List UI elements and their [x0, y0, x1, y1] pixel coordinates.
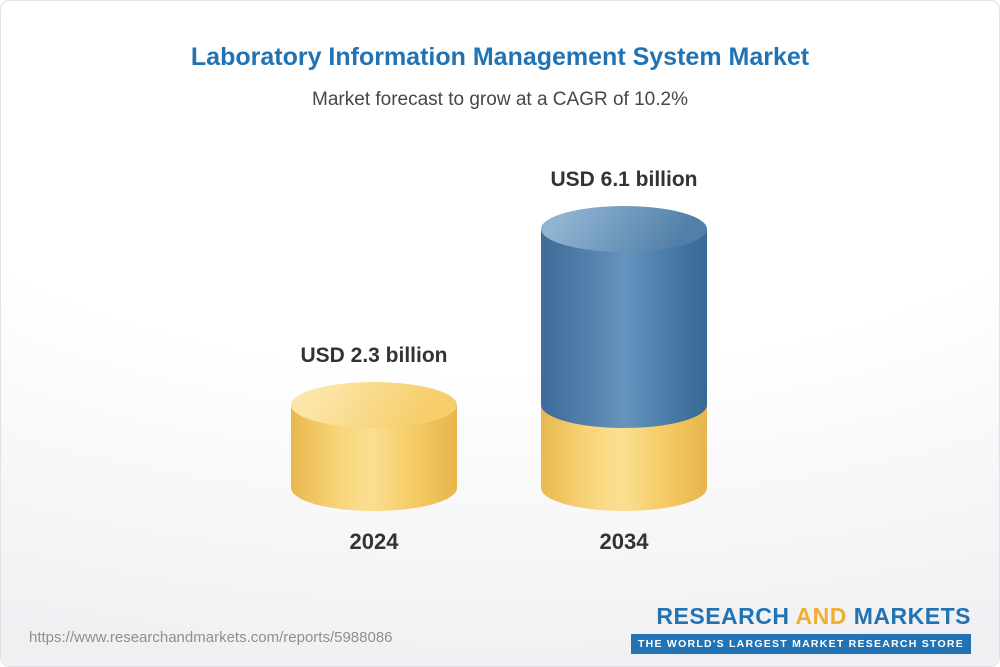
chart-title: Laboratory Information Management System…	[190, 43, 810, 71]
source-url[interactable]: https://www.researchandmarkets.com/repor…	[29, 629, 393, 646]
logo-wordmark: RESEARCH AND MARKETS	[631, 603, 971, 630]
cylinder-2024	[291, 381, 457, 511]
logo-word-research: RESEARCH	[656, 603, 790, 629]
value-label-2034: USD 6.1 billion	[550, 168, 698, 192]
bar-2034: USD 6.1 billion 2034	[541, 168, 707, 554]
bar-2024: USD 2.3 billion 2024	[291, 344, 457, 554]
bar-2034-growth-segment	[541, 229, 707, 428]
logo-word-markets: MARKETS	[853, 603, 971, 629]
bar-2024-top	[291, 381, 457, 428]
value-label-2024: USD 2.3 billion	[300, 343, 448, 367]
chart-subtitle: Market forecast to grow at a CAGR of 10.…	[312, 89, 688, 110]
x-axis-label-2024: 2024	[349, 529, 399, 554]
x-axis-label-2034: 2034	[599, 529, 649, 554]
cylinder-2034	[541, 206, 707, 511]
research-and-markets-logo: RESEARCH AND MARKETS THE WORLD'S LARGEST…	[631, 603, 971, 654]
bar-2034-top	[541, 206, 707, 253]
logo-word-and: AND	[795, 603, 847, 629]
logo-tagline: THE WORLD'S LARGEST MARKET RESEARCH STOR…	[631, 634, 971, 654]
